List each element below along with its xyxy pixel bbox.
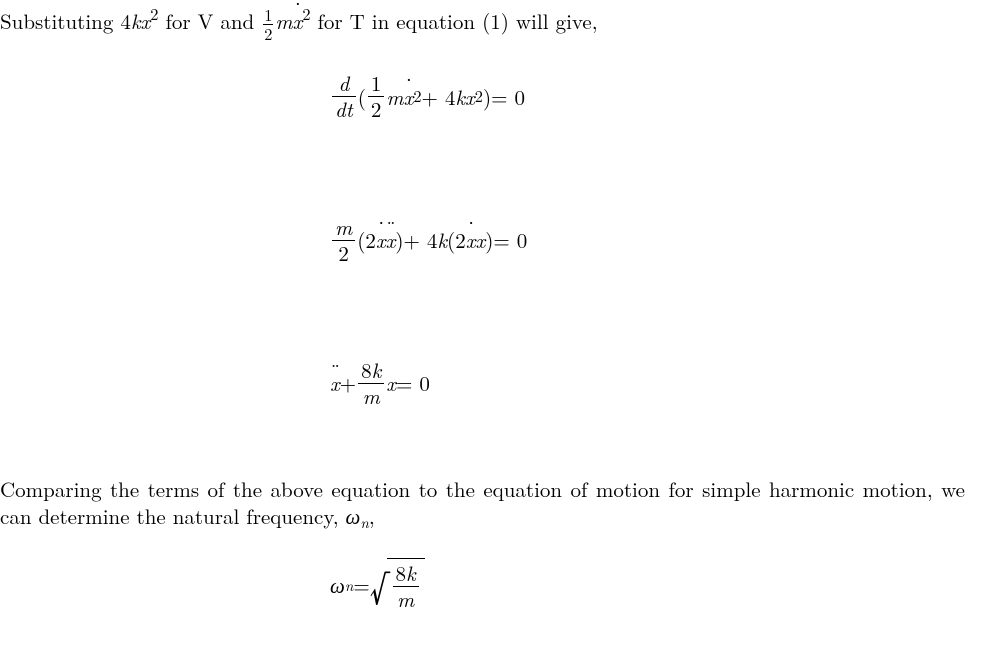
text: + xyxy=(340,370,356,397)
var-omega: ω xyxy=(330,572,345,599)
den-dt: dt xyxy=(332,98,356,121)
frac-m2: m 2 xyxy=(332,216,355,265)
text: for T in equation (1) will give, xyxy=(311,6,598,36)
ddot-mark: ¨ xyxy=(330,358,339,384)
num: 1 xyxy=(263,7,273,23)
var-xddot: ¨x xyxy=(330,370,340,397)
den-m: m xyxy=(360,385,383,408)
text: = 0 xyxy=(396,370,430,397)
den: 2 xyxy=(263,26,273,42)
sub-n: n xyxy=(345,576,354,595)
var-k: k xyxy=(131,6,141,36)
den-m: m xyxy=(394,588,417,611)
frac-half: 1 2 xyxy=(368,72,385,121)
exp-2: 2 xyxy=(475,86,483,107)
text: = xyxy=(353,572,369,599)
text-line1: Comparing the terms of the above equatio… xyxy=(0,474,694,504)
var-x: x xyxy=(141,6,151,36)
var-x: x xyxy=(386,370,396,397)
var-x: x xyxy=(465,84,475,111)
spacer xyxy=(0,152,995,186)
comma: , xyxy=(369,501,375,531)
frac-8k-m: 8k m xyxy=(393,562,419,611)
para-substituting: Substituting 4kx2 for V and 12m˙x2 for T… xyxy=(0,4,965,42)
eq-natural-frequency: ωn = √ 8k m xyxy=(0,558,995,612)
eq-row: ¨x + 8k m x = 0 xyxy=(330,359,995,408)
frac-half: 12 xyxy=(263,7,273,43)
ddot-mark: ¨ xyxy=(386,215,395,241)
num: 1 xyxy=(368,72,385,95)
text: Substituting 4 xyxy=(0,6,131,36)
num-d: d xyxy=(335,72,352,95)
num: 8k xyxy=(358,359,384,382)
text: + 4 xyxy=(422,84,456,111)
eq-row: m 2 (2˙x¨x) + 4k(2˙xx) = 0 xyxy=(330,216,995,265)
eq-row: d dt ( 1 2 m ˙x2 + 4kx2 ) = 0 xyxy=(330,72,995,121)
var-k: k xyxy=(455,84,465,111)
exp-2: 2 xyxy=(302,2,310,25)
text: = 0 xyxy=(491,84,525,111)
num: 8k xyxy=(393,562,419,585)
lparen: (2 xyxy=(357,227,376,254)
frac-8k-m: 8k m xyxy=(358,359,384,408)
text: = 0 xyxy=(493,227,527,254)
spacer xyxy=(0,438,995,476)
eq-expanded-derivative: m 2 (2˙x¨x) + 4k(2˙xx) = 0 xyxy=(0,216,995,265)
rparen: ) xyxy=(395,227,403,254)
lparen: ( xyxy=(358,84,366,111)
var-xddot: ¨x xyxy=(386,227,396,254)
var-xdot: ˙x xyxy=(376,227,386,254)
spacer xyxy=(0,295,995,329)
var-xdot: ˙x xyxy=(293,8,303,35)
var-xdot: ˙x xyxy=(404,84,414,111)
dot-mark: ˙ xyxy=(378,215,383,241)
var-m: m xyxy=(386,84,403,111)
var-k: k xyxy=(437,227,447,254)
frac-ddt: d dt xyxy=(332,72,356,121)
eq-row: ωn = √ 8k m xyxy=(330,558,995,612)
para-comparing: Comparing the terms of the above equatio… xyxy=(0,476,965,532)
exp-2: 2 xyxy=(413,86,421,107)
eq-ode: ¨x + 8k m x = 0 xyxy=(0,359,995,408)
text: + 4 xyxy=(404,227,438,254)
dot-mark: ˙ xyxy=(406,72,411,98)
var-xdot: ˙x xyxy=(466,227,476,254)
radical-sign: √ xyxy=(370,566,389,620)
lparen: (2 xyxy=(447,227,466,254)
radicand: 8k m xyxy=(387,558,425,612)
den-2: 2 xyxy=(335,242,352,265)
text: for V and xyxy=(158,6,261,36)
eq-energy-derivative: d dt ( 1 2 m ˙x2 + 4kx2 ) = 0 xyxy=(0,72,995,121)
sub-n: n xyxy=(360,512,369,533)
rparen: ) xyxy=(483,84,491,111)
var-x: x xyxy=(475,227,485,254)
sqrt: √ 8k m xyxy=(370,558,425,612)
den: 2 xyxy=(368,98,385,121)
dot-mark: ˙ xyxy=(295,0,300,22)
var-omega: ω xyxy=(346,501,361,531)
var-m: m xyxy=(275,6,292,36)
page: Substituting 4kx2 for V and 12m˙x2 for T… xyxy=(0,0,995,648)
rparen: ) xyxy=(485,227,493,254)
num-m: m xyxy=(332,216,355,239)
dot-mark: ˙ xyxy=(468,215,473,241)
